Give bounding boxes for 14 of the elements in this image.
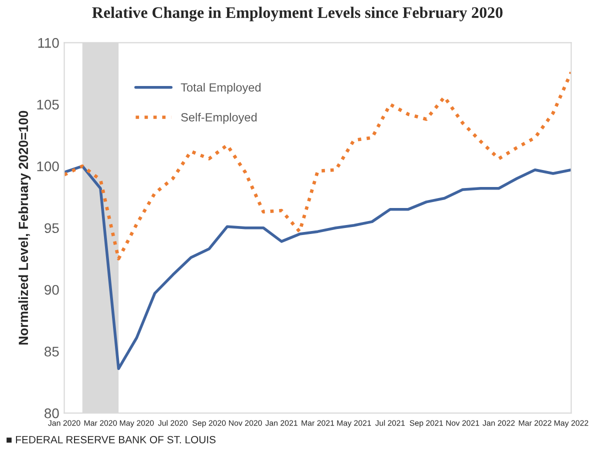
line-series [64,70,572,260]
y-axis-title: Normalized Level, February 2020=100 [18,110,31,345]
line-series [64,164,572,370]
y-tick-label: 110 [38,38,59,48]
y-tick-label: 80 [44,408,59,418]
y-tick-label: 95 [44,223,59,234]
chart-title: Relative Change in Employment Levels since February 2020 [92,6,503,22]
legend-label: Total Employed [180,82,261,94]
y-tick-label: 105 [37,100,59,110]
y-tick-label: 100 [37,161,59,172]
text: ■ FEDERAL RESERVE BANK OF ST. LOUIS [6,436,216,444]
y-tick-label: 90 [44,284,59,295]
y-tick-label: 85 [44,346,59,357]
legend-label: Self-Employed [181,112,257,124]
